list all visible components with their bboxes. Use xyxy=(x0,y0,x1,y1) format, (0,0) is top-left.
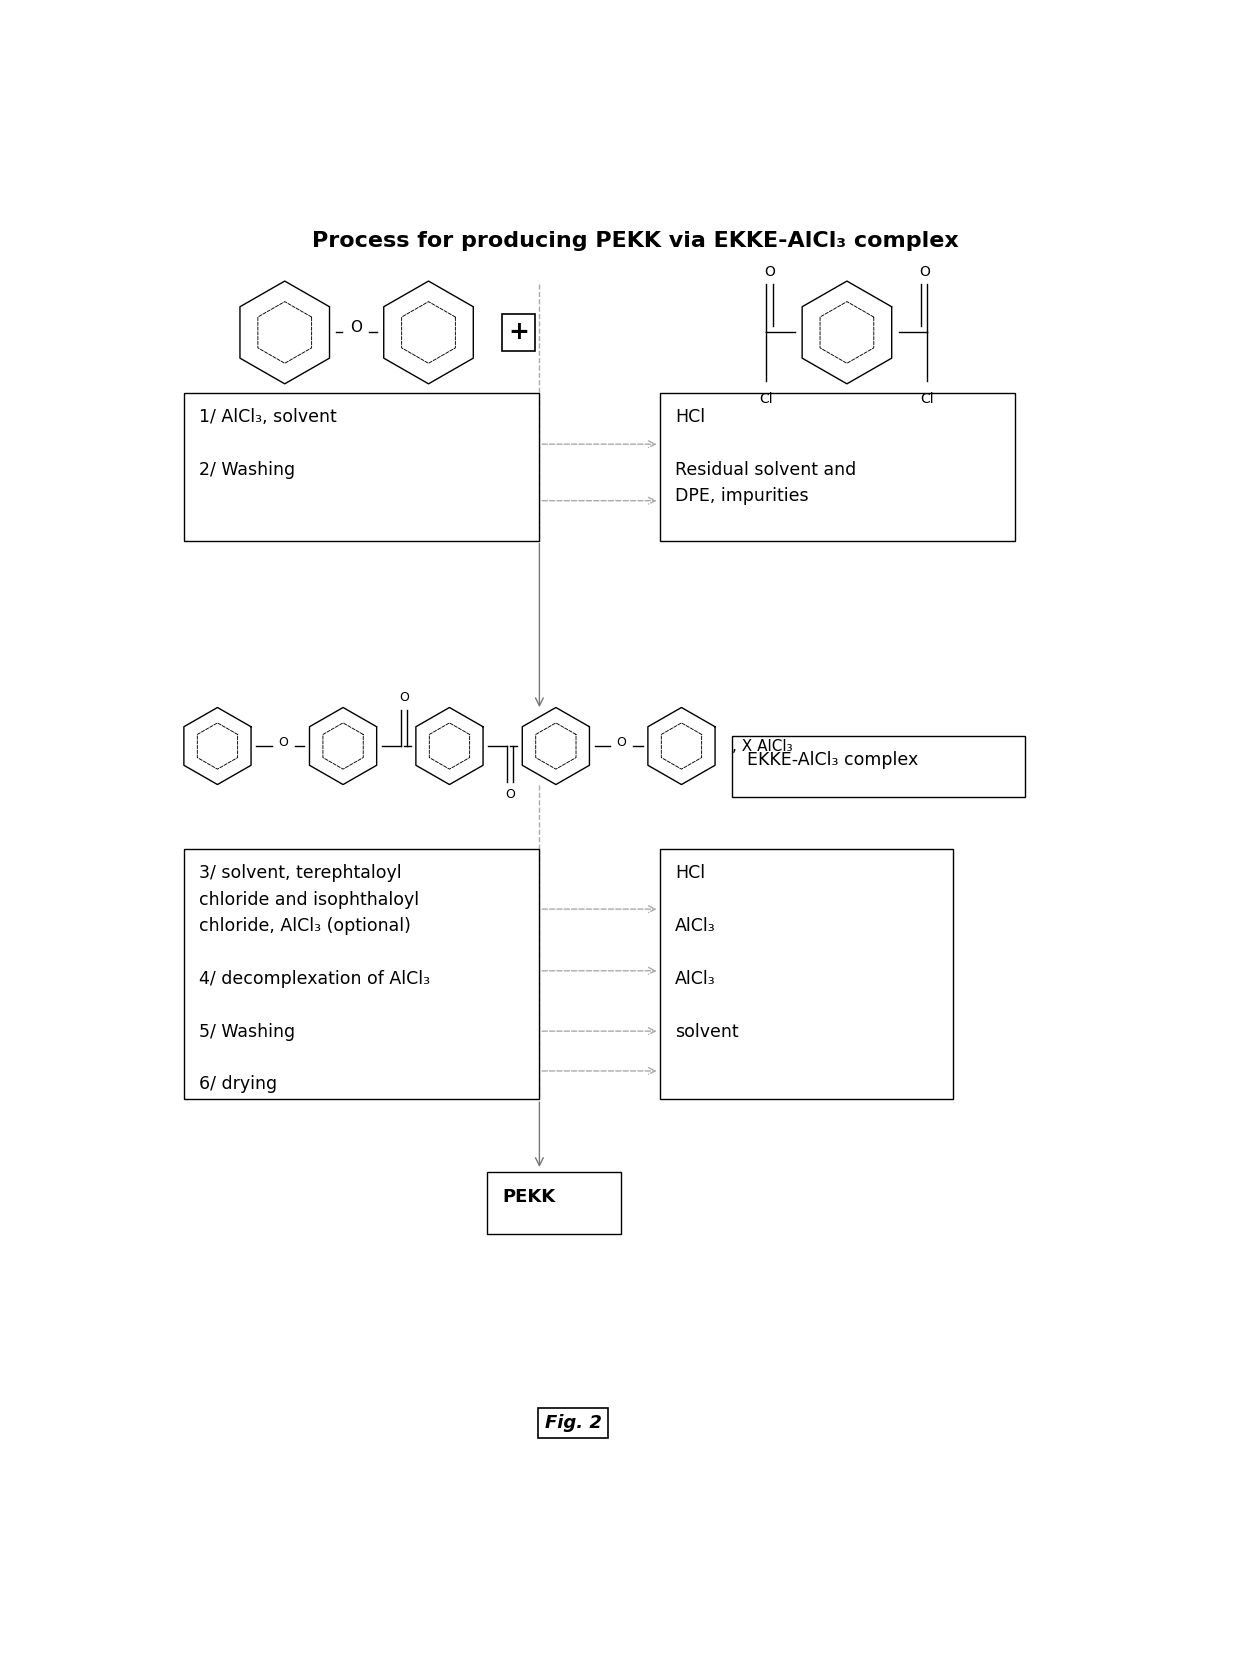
Text: 3/ solvent, terephtaloyl
chloride and isophthaloyl
chloride, AlCl₃ (optional)

4: 3/ solvent, terephtaloyl chloride and is… xyxy=(200,864,430,1094)
Text: +: + xyxy=(508,320,529,345)
Text: PEKK: PEKK xyxy=(502,1188,556,1206)
Text: O: O xyxy=(278,736,288,749)
Text: O: O xyxy=(616,736,626,749)
Text: O: O xyxy=(350,320,362,335)
FancyBboxPatch shape xyxy=(660,849,952,1099)
Text: HCl

Residual solvent and
DPE, impurities: HCl Residual solvent and DPE, impurities xyxy=(675,409,856,505)
Text: O: O xyxy=(506,789,516,801)
Text: , X AlCl₃: , X AlCl₃ xyxy=(732,739,792,754)
Text: EKKE-AlCl₃ complex: EKKE-AlCl₃ complex xyxy=(746,751,919,769)
FancyBboxPatch shape xyxy=(732,736,1024,797)
Text: O: O xyxy=(399,691,409,704)
Text: O: O xyxy=(764,265,775,279)
Text: HCl

AlCl₃

AlCl₃

solvent: HCl AlCl₃ AlCl₃ solvent xyxy=(675,864,739,1041)
Text: Process for producing PEKK via EKKE-AlCl₃ complex: Process for producing PEKK via EKKE-AlCl… xyxy=(312,232,959,252)
Text: Cl: Cl xyxy=(760,392,774,405)
FancyBboxPatch shape xyxy=(184,849,539,1099)
Text: 1/ AlCl₃, solvent

2/ Washing: 1/ AlCl₃, solvent 2/ Washing xyxy=(200,409,337,479)
FancyBboxPatch shape xyxy=(660,394,1016,540)
Text: Cl: Cl xyxy=(920,392,934,405)
Text: O: O xyxy=(919,265,930,279)
FancyBboxPatch shape xyxy=(184,394,539,540)
FancyBboxPatch shape xyxy=(486,1173,621,1234)
Text: Fig. 2: Fig. 2 xyxy=(544,1414,601,1431)
